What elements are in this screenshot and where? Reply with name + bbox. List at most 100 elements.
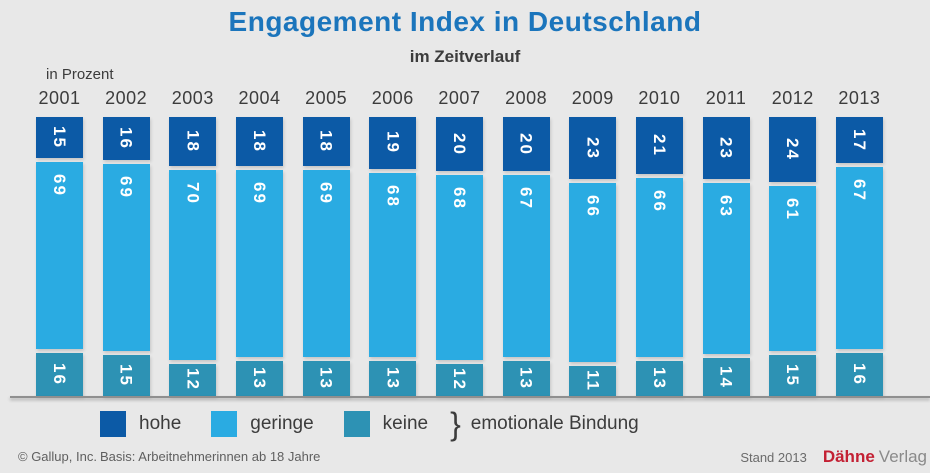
legend-label-hohe: hohe: [139, 413, 182, 434]
year-label-2009: 2009: [571, 88, 614, 108]
bar-stack-2006: 19 68 13: [369, 117, 417, 396]
bar-value-label: 67: [849, 179, 869, 202]
segment-geringe-2008: 67: [502, 175, 550, 357]
bar-value-label: 61: [783, 198, 803, 222]
year-label-2005: 2005: [305, 88, 348, 108]
bar-value-label: 12: [449, 368, 469, 392]
publisher-name: Dähne: [822, 447, 875, 466]
year-label-2003: 2003: [171, 88, 214, 108]
bar-column-2003: 2003 18 70 12: [169, 88, 217, 396]
segment-geringe-2006: 68: [369, 172, 417, 357]
year-label-2004: 2004: [238, 88, 281, 108]
bar-value-label: 13: [516, 366, 536, 390]
segment-geringe-2011: 63: [702, 183, 750, 355]
bar-value-label: 69: [50, 173, 69, 197]
year-label-2002: 2002: [105, 88, 148, 108]
bar-value-label: 18: [249, 129, 269, 153]
bar-value-label: 70: [183, 181, 203, 205]
segment-keine-2010: 13: [635, 360, 683, 396]
bar-value-label: 69: [249, 181, 269, 205]
segment-hohe-2006: 19: [369, 117, 417, 169]
segment-hohe-2003: 18: [169, 117, 217, 166]
segment-hohe-2013: 17: [835, 117, 883, 164]
bar-value-label: 24: [783, 138, 803, 162]
bar-column-2013: 2013 17 67 16: [835, 88, 883, 396]
legend-swatch-geringe: [211, 411, 238, 437]
bar-value-label: 15: [50, 125, 69, 149]
bar-value-label: 23: [716, 136, 736, 160]
segment-geringe-2010: 66: [635, 177, 683, 357]
segment-keine-2006: 13: [369, 360, 417, 396]
legend-label-keine: keine: [382, 413, 429, 434]
bar-value-label: 14: [716, 365, 736, 389]
year-label-2008: 2008: [505, 88, 548, 108]
bar-column-2002: 2002 16 69 15: [102, 88, 150, 396]
segment-geringe-2004: 69: [235, 169, 283, 357]
bar-stack-2010: 21 66 13: [635, 117, 683, 396]
bar-stack-2004: 18 69 13: [235, 117, 283, 396]
bar-value-label: 16: [116, 127, 136, 151]
year-label-2012: 2012: [771, 88, 814, 108]
segment-keine-2011: 14: [702, 358, 750, 396]
bar-value-label: 68: [449, 187, 469, 211]
segment-geringe-2013: 67: [835, 167, 883, 349]
page-title: Engagement Index in Deutschland: [228, 6, 702, 37]
legend-swatch-keine: [343, 411, 370, 437]
bar-value-label: 17: [849, 128, 869, 152]
segment-geringe-2005: 69: [302, 169, 350, 357]
segment-keine-2007: 12: [435, 363, 483, 396]
bar-value-label: 13: [316, 366, 336, 390]
segment-hohe-2001: 15: [36, 117, 83, 158]
segment-hohe-2009: 23: [569, 117, 617, 180]
segment-geringe-2012: 61: [769, 186, 817, 352]
segment-geringe-2002: 69: [102, 164, 150, 352]
bar-stack-2002: 16 69 15: [102, 117, 150, 396]
bar-value-label: 23: [583, 136, 603, 160]
bar-column-2004: 2004 18 69 13: [235, 88, 283, 396]
bar-stack-2003: 18 70 12: [169, 117, 217, 396]
legend-label-geringe: geringe: [250, 413, 314, 434]
bar-column-2005: 2005 18 69 13: [302, 88, 350, 396]
bar-column-2010: 2010 21 66 13: [635, 88, 683, 396]
segment-geringe-2003: 70: [169, 169, 217, 360]
publisher-logo: Dähne Verlag: [823, 447, 927, 467]
bar-value-label: 66: [583, 195, 603, 219]
segment-keine-2009: 11: [569, 366, 617, 396]
legend-brace: }: [450, 406, 461, 442]
bar-stack-2009: 23 66 11: [569, 117, 617, 396]
bar-value-label: 13: [249, 366, 269, 390]
segment-hohe-2004: 18: [235, 117, 283, 166]
bar-value-label: 69: [116, 176, 136, 200]
bar-stack-2012: 24 61 15: [769, 117, 817, 396]
publisher-suffix: Verlag: [878, 447, 927, 466]
bar-value-label: 11: [583, 370, 603, 393]
bar-column-2007: 2007 20 68 12: [435, 88, 483, 396]
bar-stack-2008: 20 67 13: [502, 117, 550, 396]
bar-value-label: 18: [316, 129, 336, 153]
bar-column-2009: 2009 23 66 11: [569, 88, 617, 396]
bar-stack-2005: 18 69 13: [302, 117, 350, 396]
segment-keine-2004: 13: [235, 360, 283, 396]
copyright-text: © Gallup, Inc.: [18, 449, 97, 464]
bar-value-label: 20: [449, 132, 469, 156]
bar-value-label: 66: [649, 189, 669, 213]
x-axis-line: [10, 396, 930, 398]
stand-text: Stand 2013: [740, 450, 807, 465]
bar-value-label: 63: [716, 195, 736, 219]
bar-column-2011: 2011 23 63 14: [702, 88, 750, 396]
bar-value-label: 19: [383, 131, 403, 155]
segment-keine-2013: 16: [835, 352, 883, 396]
segment-keine-2005: 13: [302, 360, 350, 396]
segment-hohe-2007: 20: [435, 117, 483, 172]
bar-stack-2011: 23 63 14: [702, 117, 750, 396]
segment-keine-2002: 15: [102, 355, 150, 396]
bar-value-label: 13: [649, 366, 669, 390]
bar-value-label: 12: [183, 368, 203, 392]
segment-hohe-2012: 24: [769, 117, 817, 183]
segment-keine-2003: 12: [169, 363, 217, 396]
segment-keine-2001: 16: [36, 352, 83, 396]
bar-value-label: 18: [183, 129, 203, 153]
year-label-2006: 2006: [371, 88, 414, 108]
year-label-2007: 2007: [438, 88, 481, 108]
chart-subtitle: im Zeitverlauf: [409, 47, 521, 66]
